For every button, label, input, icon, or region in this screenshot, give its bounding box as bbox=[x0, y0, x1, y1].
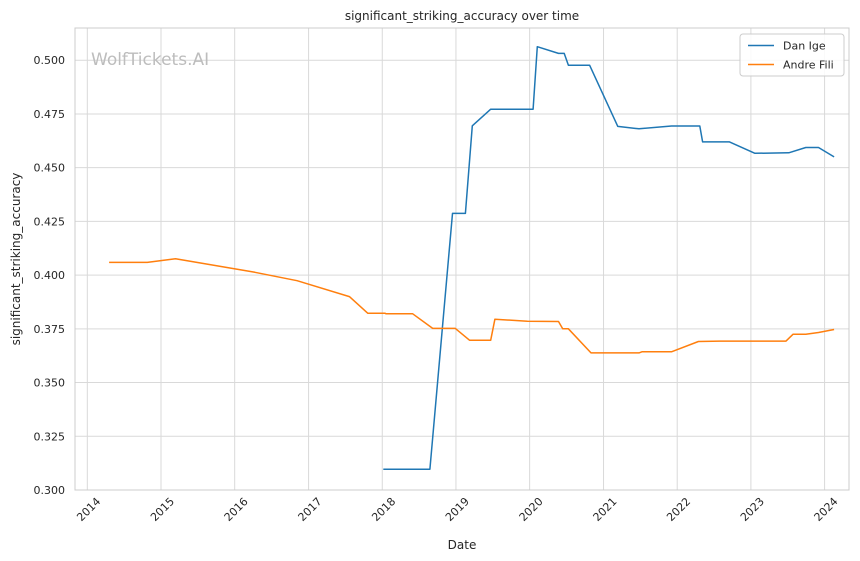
y-tick-label: 0.425 bbox=[34, 215, 66, 228]
x-axis-label: Date bbox=[448, 538, 477, 552]
y-tick-label: 0.325 bbox=[34, 430, 66, 443]
y-tick-label: 0.450 bbox=[34, 162, 66, 175]
y-tick-label: 0.400 bbox=[34, 269, 66, 282]
y-tick-label: 0.375 bbox=[34, 323, 66, 336]
chart-title: significant_striking_accuracy over time bbox=[345, 9, 579, 23]
y-axis-label: significant_striking_accuracy bbox=[9, 173, 23, 346]
plot-area bbox=[74, 27, 850, 491]
y-tick-label: 0.350 bbox=[34, 377, 66, 390]
y-tick-label: 0.475 bbox=[34, 108, 66, 121]
series-line-dan-ige bbox=[383, 45, 835, 470]
legend-label-andre-fili: Andre Fili bbox=[783, 59, 834, 72]
watermark: WolfTickets.AI bbox=[91, 50, 209, 70]
legend: Dan Ige Andre Fili bbox=[739, 33, 845, 77]
y-axis: 0.300 0.325 0.350 0.375 0.400 0.425 0.450 0.475… bbox=[34, 54, 66, 497]
series-line-andre-fili bbox=[109, 258, 835, 354]
legend-box bbox=[739, 33, 845, 77]
y-tick-label: 0.500 bbox=[34, 54, 66, 67]
series-lines bbox=[109, 45, 835, 470]
y-tick-label: 0.300 bbox=[34, 484, 66, 497]
legend-label-dan-ige: Dan Ige bbox=[783, 40, 826, 53]
